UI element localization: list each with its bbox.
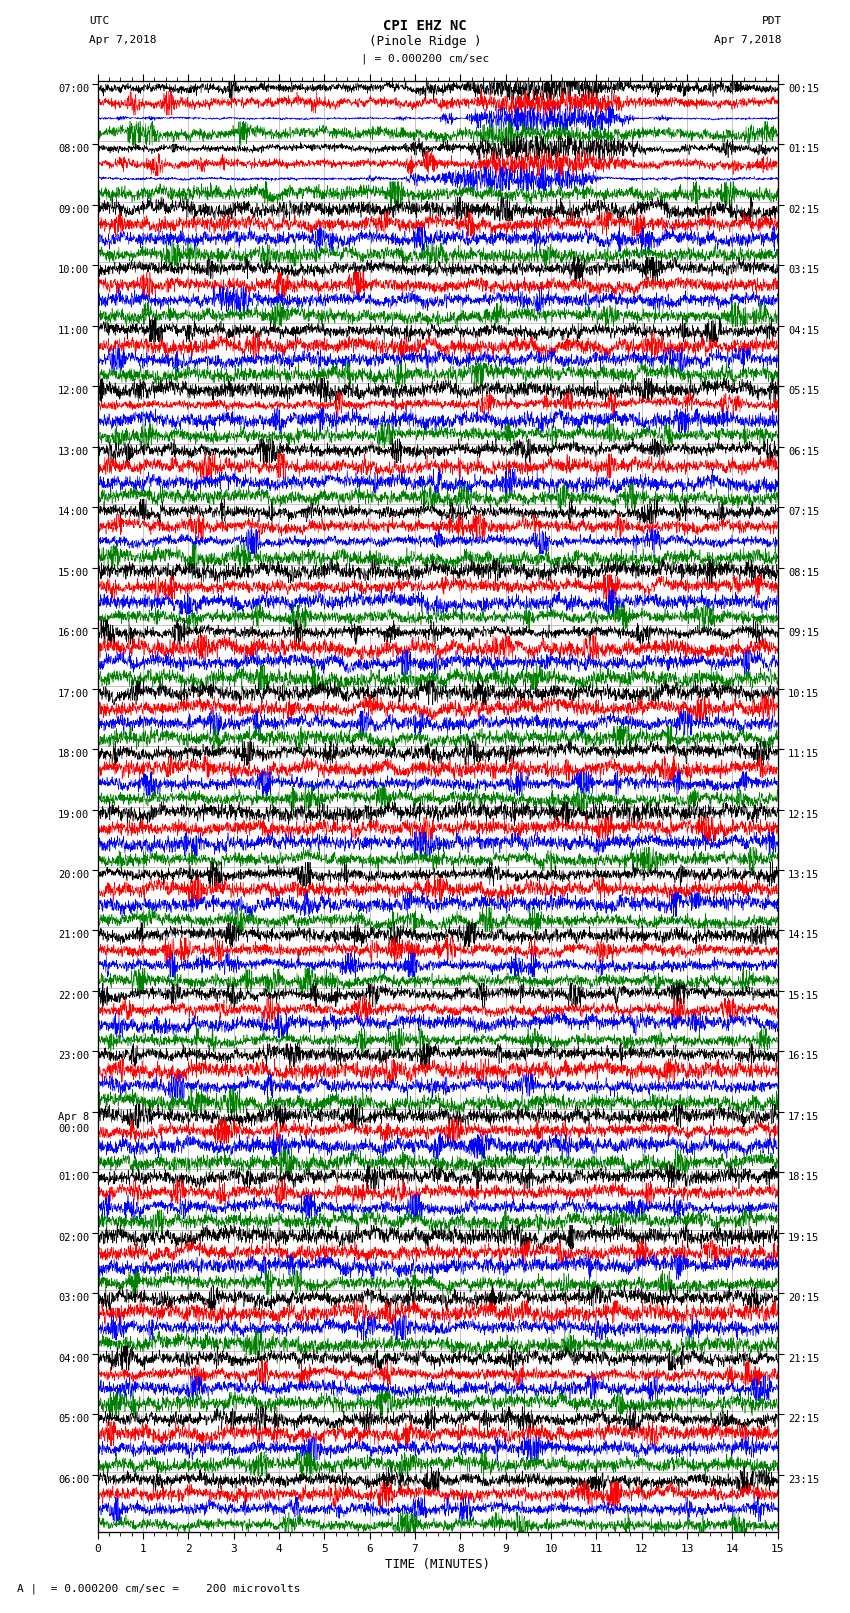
X-axis label: TIME (MINUTES): TIME (MINUTES) (385, 1558, 490, 1571)
Text: A |  = 0.000200 cm/sec =    200 microvolts: A | = 0.000200 cm/sec = 200 microvolts (17, 1582, 301, 1594)
Text: UTC: UTC (89, 16, 110, 26)
Text: PDT: PDT (762, 16, 782, 26)
Text: CPI EHZ NC: CPI EHZ NC (383, 19, 467, 34)
Text: (Pinole Ridge ): (Pinole Ridge ) (369, 35, 481, 48)
Text: | = 0.000200 cm/sec: | = 0.000200 cm/sec (361, 53, 489, 65)
Text: Apr 7,2018: Apr 7,2018 (89, 35, 156, 45)
Text: Apr 7,2018: Apr 7,2018 (715, 35, 782, 45)
